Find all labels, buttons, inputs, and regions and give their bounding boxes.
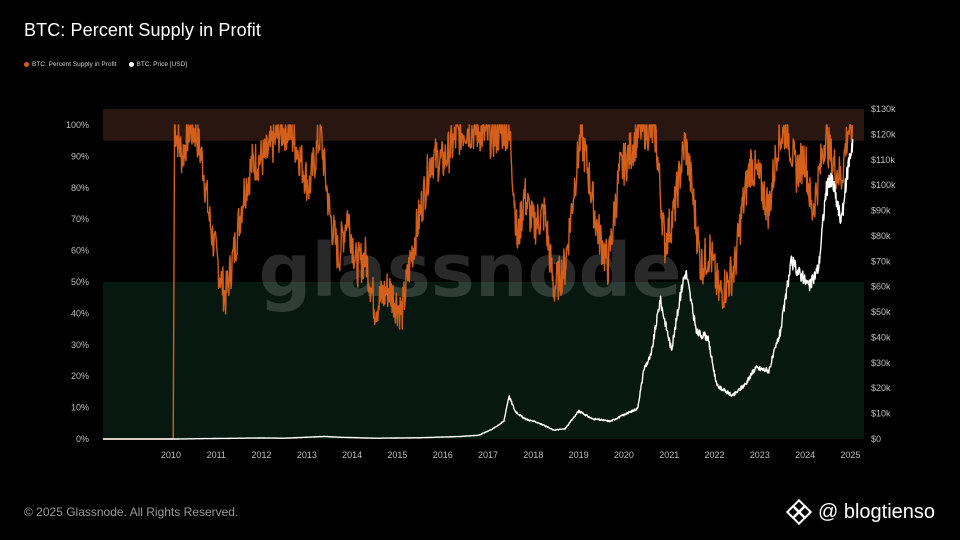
legend-item-supply[interactable]: BTC: Percent Supply in Profit (24, 61, 117, 68)
x-tick-label: 2025 (840, 450, 860, 460)
series-line-supply-in-profit (103, 124, 854, 440)
x-tick-label: 2016 (433, 450, 453, 460)
x-tick-label: 2023 (750, 450, 770, 460)
x-tick-label: 2018 (523, 450, 543, 460)
y-right-tick-label: $70k (871, 256, 891, 266)
y-right-tick-label: $40k (871, 332, 891, 342)
y-left-tick-label: 30% (71, 340, 89, 350)
legend-label-price: BTC: Price [USD] (136, 61, 188, 68)
legend-swatch-price (128, 62, 134, 67)
x-tick-label: 2021 (659, 450, 679, 460)
brand-badge[interactable]: @ blogtienso (786, 499, 935, 525)
brand-handle: @ blogtienso (818, 500, 936, 523)
binance-diamond-icon (786, 499, 812, 525)
chart-legend: BTC: Percent Supply in Profit BTC: Price… (24, 61, 187, 68)
y-right-tick-label: $100k (871, 180, 896, 190)
x-tick-label: 2014 (342, 450, 362, 460)
y-left-tick-label: 0% (76, 434, 89, 444)
x-tick-label: 2019 (569, 450, 589, 460)
band-lower (103, 282, 864, 439)
x-tick-label: 2024 (795, 450, 815, 460)
y-right-tick-label: $90k (871, 206, 891, 216)
y-right-tick-label: $120k (871, 129, 896, 139)
y-right-tick-label: $80k (871, 231, 891, 241)
y-right-tick-label: $50k (871, 307, 891, 317)
x-tick-label: 2010 (161, 450, 181, 460)
y-right-tick-label: $20k (871, 383, 891, 393)
y-left-tick-label: 70% (71, 214, 89, 224)
y-left-tick-label: 60% (71, 246, 89, 256)
legend-item-price[interactable]: BTC: Price [USD] (128, 61, 188, 68)
chart-title: BTC: Percent Supply in Profit (24, 20, 261, 40)
copyright-footer: © 2025 Glassnode. All Rights Reserved. (24, 505, 239, 519)
watermark-text: glassnode (258, 228, 681, 314)
y-left-tick-label: 10% (71, 403, 89, 413)
y-right-tick-label: $0 (871, 434, 881, 444)
x-tick-label: 2020 (614, 450, 634, 460)
y-left-tick-label: 80% (71, 183, 89, 193)
y-right-tick-label: $30k (871, 358, 891, 368)
x-tick-label: 2012 (252, 450, 272, 460)
legend-label-supply: BTC: Percent Supply in Profit (32, 61, 117, 68)
y-right-tick-label: $60k (871, 282, 891, 292)
y-left-tick-label: 20% (71, 371, 89, 381)
x-tick-label: 2011 (207, 450, 226, 460)
y-left-tick-label: 40% (71, 308, 89, 318)
series-line-price (102, 139, 854, 440)
x-tick-label: 2017 (478, 450, 498, 460)
y-left-tick-label: 100% (66, 120, 89, 130)
x-tick-label: 2015 (387, 450, 407, 460)
y-left-tick-label: 90% (71, 151, 89, 161)
y-right-tick-label: $130k (871, 104, 896, 114)
x-tick-label: 2022 (705, 450, 725, 460)
y-right-tick-label: $10k (871, 409, 891, 419)
legend-swatch-supply (24, 62, 29, 67)
x-tick-label: 2013 (297, 450, 317, 460)
y-left-tick-label: 50% (71, 277, 89, 287)
y-right-tick-label: $110k (871, 155, 895, 165)
